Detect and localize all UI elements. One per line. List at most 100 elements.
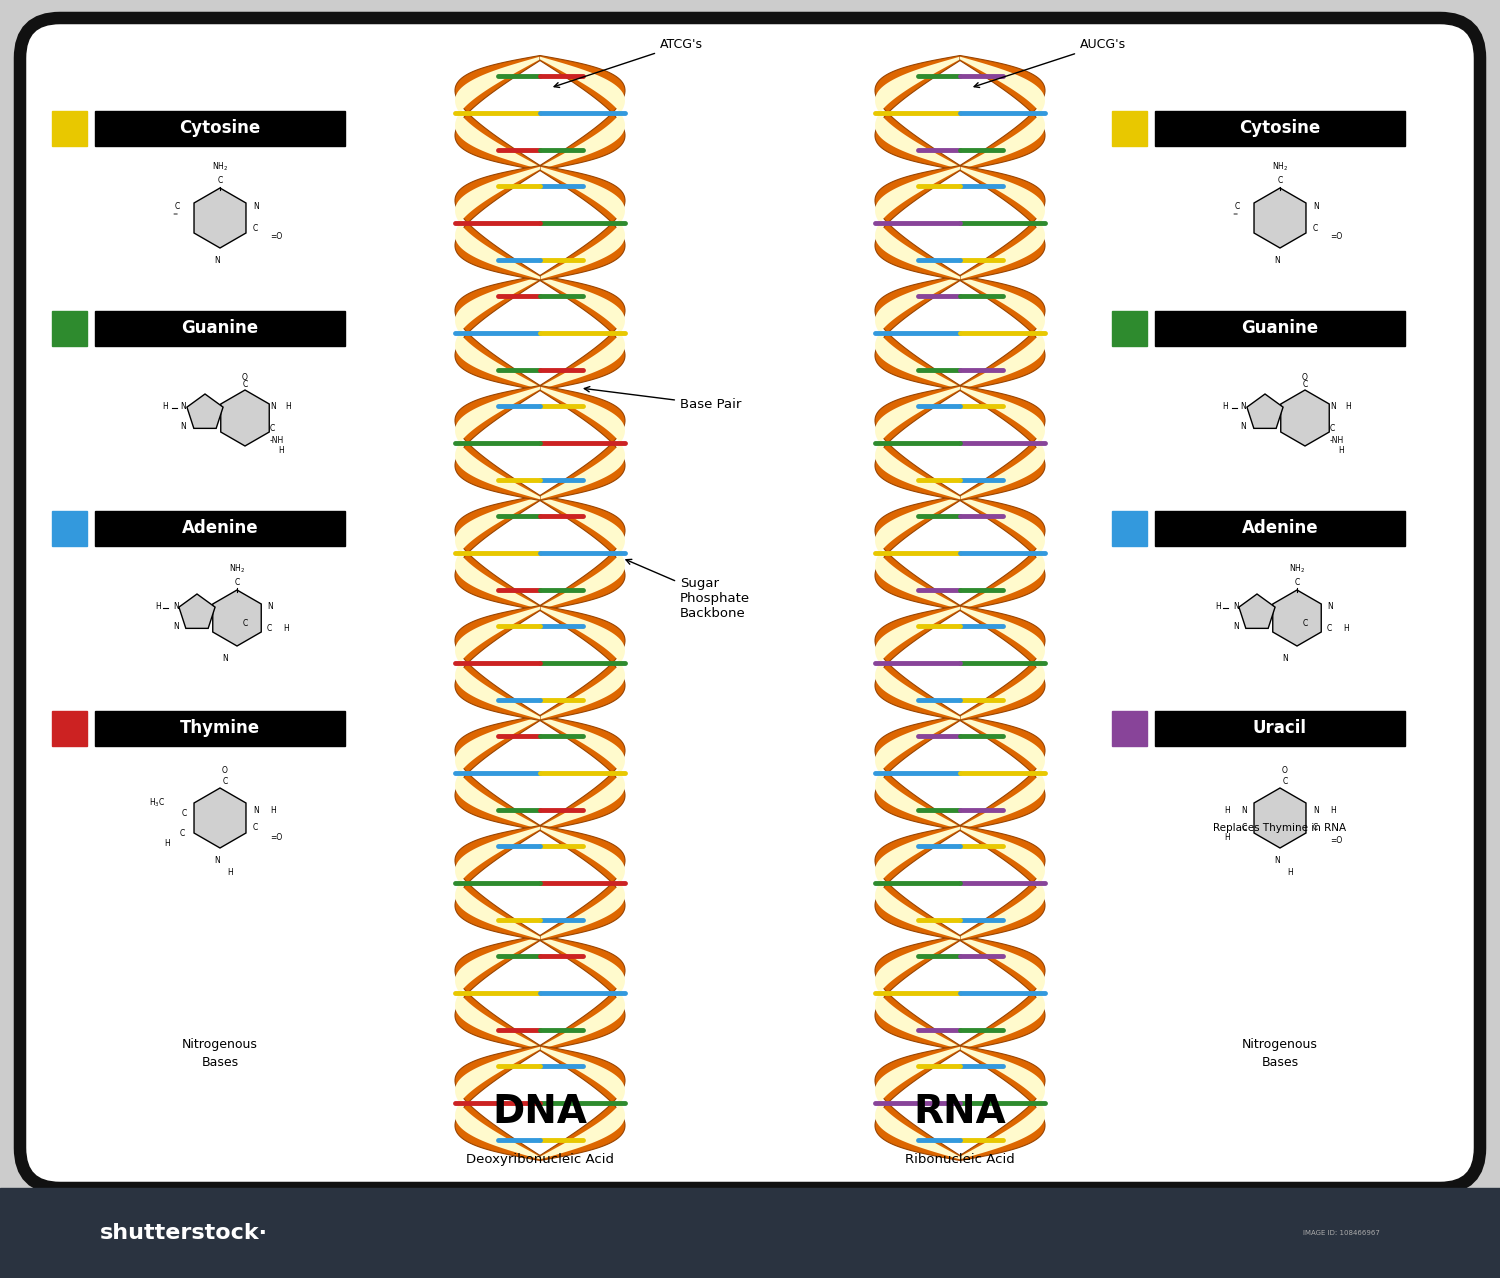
Text: NH$_2$: NH$_2$ xyxy=(230,562,244,575)
Text: Sugar
Phosphate
Backbone: Sugar Phosphate Backbone xyxy=(626,560,750,620)
Polygon shape xyxy=(960,56,1046,170)
Text: C: C xyxy=(1234,202,1240,211)
Polygon shape xyxy=(1281,390,1329,446)
Polygon shape xyxy=(874,716,960,831)
Polygon shape xyxy=(960,55,1046,170)
Text: H: H xyxy=(1287,868,1293,877)
Text: N: N xyxy=(172,602,178,611)
Text: O: O xyxy=(222,766,228,774)
Text: =O: =O xyxy=(1330,231,1342,240)
Text: C: C xyxy=(254,224,258,233)
Text: Nitrogenous
Bases: Nitrogenous Bases xyxy=(182,1038,258,1068)
Polygon shape xyxy=(178,594,214,629)
Polygon shape xyxy=(960,497,1046,610)
Text: C: C xyxy=(174,202,180,211)
Text: DNA: DNA xyxy=(492,1093,588,1131)
Text: N: N xyxy=(214,856,220,865)
Bar xyxy=(53,311,87,345)
Text: H: H xyxy=(162,401,168,410)
Text: AUCG's: AUCG's xyxy=(974,38,1126,87)
Polygon shape xyxy=(874,1047,960,1159)
Polygon shape xyxy=(874,717,960,829)
Polygon shape xyxy=(540,166,626,280)
Text: NH$_2$: NH$_2$ xyxy=(1288,562,1305,575)
Text: N: N xyxy=(1312,202,1318,211)
Bar xyxy=(94,510,345,546)
Text: C: C xyxy=(1328,624,1332,633)
Text: H: H xyxy=(1346,401,1350,410)
Polygon shape xyxy=(960,496,1046,611)
Polygon shape xyxy=(874,387,960,500)
Polygon shape xyxy=(454,607,540,720)
Polygon shape xyxy=(454,826,540,941)
Polygon shape xyxy=(454,387,540,500)
Text: =O: =O xyxy=(270,833,282,842)
Polygon shape xyxy=(960,165,1046,280)
Text: C: C xyxy=(1294,578,1299,587)
Polygon shape xyxy=(540,827,626,939)
Text: H: H xyxy=(285,401,291,410)
Text: Adenine: Adenine xyxy=(1242,519,1318,537)
Polygon shape xyxy=(213,590,261,645)
Polygon shape xyxy=(874,165,960,280)
Text: =: = xyxy=(1233,212,1238,217)
Text: Adenine: Adenine xyxy=(182,519,258,537)
Bar xyxy=(0,1189,1500,1278)
Text: Guanine: Guanine xyxy=(182,320,258,337)
Polygon shape xyxy=(960,935,1046,1051)
Polygon shape xyxy=(874,55,960,170)
Polygon shape xyxy=(188,394,224,428)
Text: Replaces Thymine in RNA: Replaces Thymine in RNA xyxy=(1214,823,1347,833)
Text: Uracil: Uracil xyxy=(1252,720,1306,737)
FancyBboxPatch shape xyxy=(20,18,1480,1189)
Text: O: O xyxy=(1282,766,1288,774)
Text: Base Pair: Base Pair xyxy=(585,386,741,412)
Polygon shape xyxy=(454,606,540,721)
Polygon shape xyxy=(874,386,960,501)
Polygon shape xyxy=(540,937,626,1049)
Text: C: C xyxy=(234,578,240,587)
Text: C: C xyxy=(270,423,276,432)
Text: H: H xyxy=(1224,805,1230,814)
Text: H: H xyxy=(1222,401,1227,410)
Polygon shape xyxy=(874,496,960,611)
Text: C: C xyxy=(243,619,248,627)
Polygon shape xyxy=(540,1045,626,1160)
Text: N: N xyxy=(1328,602,1332,611)
Text: N: N xyxy=(1242,805,1246,814)
Text: C: C xyxy=(222,777,228,786)
Text: C: C xyxy=(243,380,248,389)
Text: N: N xyxy=(1233,621,1239,630)
Text: =O: =O xyxy=(1330,836,1342,845)
Text: H: H xyxy=(226,868,232,877)
Text: N: N xyxy=(1274,256,1280,265)
Text: C: C xyxy=(1242,823,1246,832)
Polygon shape xyxy=(960,166,1046,280)
Text: N: N xyxy=(214,256,220,265)
Polygon shape xyxy=(540,386,626,501)
Text: C: C xyxy=(1312,224,1318,233)
Text: H: H xyxy=(284,624,288,633)
Text: RNA: RNA xyxy=(914,1093,1007,1131)
Text: Cytosine: Cytosine xyxy=(180,119,261,137)
Polygon shape xyxy=(540,56,626,170)
Bar xyxy=(1155,311,1406,345)
Polygon shape xyxy=(540,935,626,1051)
Bar xyxy=(53,510,87,546)
Polygon shape xyxy=(960,1045,1046,1160)
Polygon shape xyxy=(540,1047,626,1159)
Bar xyxy=(1155,711,1406,745)
Polygon shape xyxy=(194,188,246,248)
Bar xyxy=(1112,311,1148,345)
Polygon shape xyxy=(454,1045,540,1160)
Text: N: N xyxy=(172,621,178,630)
Text: H: H xyxy=(165,838,170,847)
Polygon shape xyxy=(960,276,1046,391)
Polygon shape xyxy=(454,1047,540,1159)
Polygon shape xyxy=(454,496,540,611)
Text: Deoxyribonucleic Acid: Deoxyribonucleic Acid xyxy=(466,1153,614,1166)
Polygon shape xyxy=(454,276,540,391)
Text: N: N xyxy=(1240,422,1245,431)
Text: C: C xyxy=(182,809,188,818)
Polygon shape xyxy=(960,827,1046,939)
